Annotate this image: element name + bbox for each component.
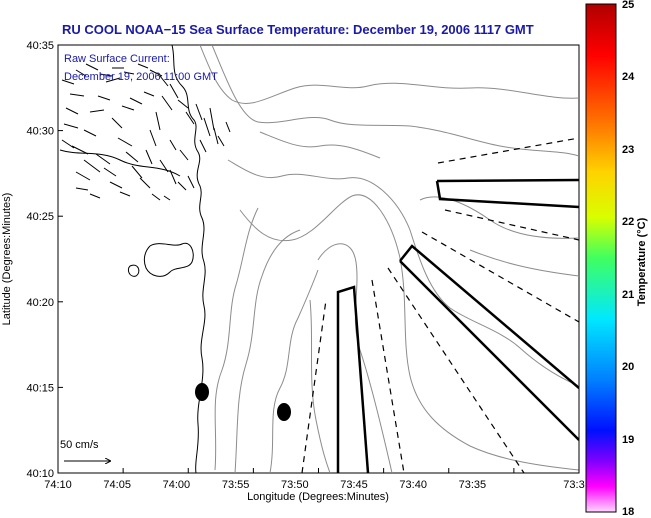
- y-tick-label-4: 40:15: [26, 382, 54, 394]
- y-axis: 40:35 40:30 40:25 40:20 40:15 40:10 Lati…: [1, 40, 63, 480]
- x-tick-label-8: 73:3: [563, 479, 584, 491]
- colorbar-tick-21: 21: [622, 289, 634, 301]
- colorbar-tick-24: 24: [622, 71, 635, 83]
- x-tick-label-0: 74:10: [44, 479, 72, 491]
- x-tick-label-2: 74:00: [163, 479, 191, 491]
- x-ticks: [57, 468, 580, 473]
- x-tick-label-6: 73:40: [399, 479, 427, 491]
- temperature-colorbar: 25 24 23 22 21 20 19 18 Temperature (°C): [585, 0, 648, 518]
- x-axis-label: Longitude (Degrees:Minutes): [247, 491, 389, 503]
- surface-current-vectors: [61, 63, 231, 201]
- data-marker-right: [277, 403, 291, 421]
- x-tick-label-3: 73:55: [222, 479, 250, 491]
- current-note-line1: Raw Surface Current:: [64, 53, 170, 65]
- colorbar-tick-23: 23: [622, 144, 634, 156]
- dashed-boundaries: [301, 137, 579, 473]
- scale-label: 50 cm/s: [60, 439, 99, 451]
- x-tick-label-5: 73:45: [340, 479, 368, 491]
- x-tick-label-1: 74:05: [103, 479, 131, 491]
- data-marker-left: [195, 383, 209, 401]
- map-content: Raw Surface Current: December 19, 2006 1…: [59, 45, 579, 473]
- y-ticks: [58, 44, 63, 474]
- colorbar-gradient: [585, 3, 617, 513]
- colorbar-label: Temperature (°C): [636, 217, 648, 306]
- y-tick-label-2: 40:25: [26, 211, 54, 223]
- colorbar-tick-19: 19: [622, 434, 634, 446]
- y-tick-label-1: 40:30: [26, 126, 54, 138]
- study-area-outlines: [336, 178, 579, 473]
- x-tick-label-7: 73:35: [459, 479, 487, 491]
- colorbar-tick-22: 22: [622, 216, 634, 228]
- colorbar-tick-25: 25: [622, 0, 634, 11]
- current-note-line2: December 19, 2006 11:00 GMT: [64, 71, 218, 83]
- colorbar-tick-18: 18: [622, 506, 634, 518]
- y-tick-label-5: 40:10: [26, 468, 54, 480]
- x-axis: 74:10 74:05 74:00 73:55 73:50 73:45 73:4…: [44, 468, 585, 503]
- colorbar-tick-20: 20: [622, 361, 634, 373]
- x-tick-label-4: 73:50: [281, 479, 309, 491]
- coastline: [59, 45, 206, 473]
- y-axis-label: Latitude (Degrees:Minutes): [1, 193, 13, 326]
- y-tick-label-3: 40:20: [26, 297, 54, 309]
- y-tick-label-0: 40:35: [26, 40, 54, 52]
- bathymetry-contours: [199, 45, 579, 473]
- figure-title: RU COOL NOAA−15 Sea Surface Temperature:…: [62, 22, 534, 37]
